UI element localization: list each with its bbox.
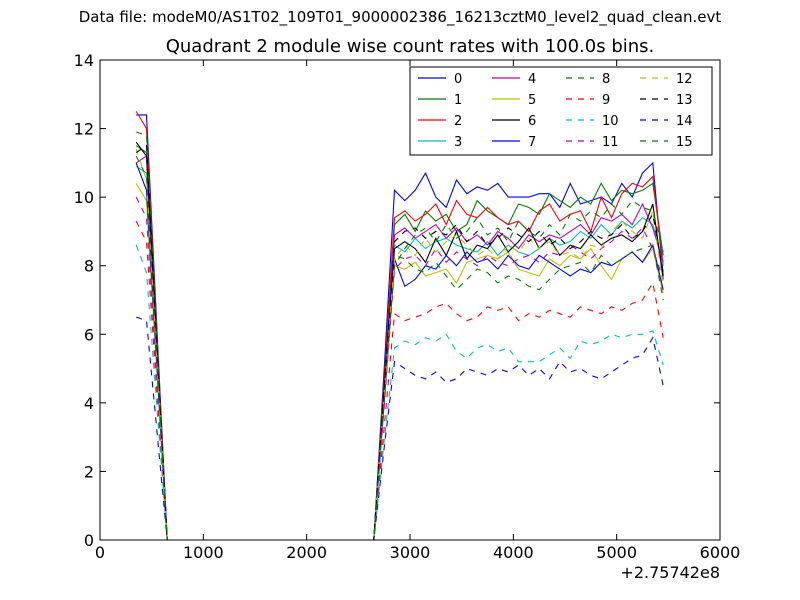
y-tick-label: 6 <box>84 325 94 344</box>
legend-label-11: 11 <box>602 135 619 150</box>
legend-label-5: 5 <box>528 93 536 108</box>
legend-label-2: 2 <box>454 114 462 129</box>
y-tick-label: 12 <box>74 120 94 139</box>
legend-label-12: 12 <box>676 72 693 87</box>
chart-title: Quadrant 2 module wise count rates with … <box>165 36 655 57</box>
series-line-8 <box>136 131 664 541</box>
series-line-11 <box>135 196 664 541</box>
series-layer <box>135 111 664 541</box>
y-tick-label: 10 <box>74 188 94 207</box>
x-tick-label: 3000 <box>390 543 431 562</box>
legend-label-6: 6 <box>528 114 536 129</box>
legend-label-14: 14 <box>676 114 693 129</box>
legend-label-13: 13 <box>676 93 693 108</box>
series-line-5 <box>135 183 664 541</box>
legend-label-8: 8 <box>602 72 610 87</box>
x-tick-label: 4000 <box>493 543 534 562</box>
series-line-10 <box>135 244 664 541</box>
supertitle: Data file: modeM0/AS1T02_109T01_90000023… <box>78 8 722 26</box>
y-tick-label: 0 <box>84 531 94 550</box>
x-tick-label: 2000 <box>286 543 327 562</box>
x-tick-label: 6000 <box>700 543 741 562</box>
legend-label-0: 0 <box>454 72 462 87</box>
x-tick-label: 5000 <box>596 543 637 562</box>
y-tick-label: 4 <box>84 394 94 413</box>
legend-label-3: 3 <box>454 135 462 150</box>
series-line-6 <box>135 141 664 541</box>
y-tick-label: 2 <box>84 462 94 481</box>
series-line-13 <box>135 144 664 541</box>
series-line-14 <box>136 316 664 541</box>
x-tick-label: 0 <box>95 543 105 562</box>
series-line-0 <box>136 114 664 541</box>
series-line-7 <box>135 162 664 541</box>
x-offset-label: +2.75742e8 <box>620 563 720 582</box>
legend-label-10: 10 <box>602 114 619 129</box>
y-tick-label: 14 <box>74 51 94 70</box>
series-line-4 <box>135 155 664 541</box>
series-line-3 <box>135 165 664 541</box>
series-line-9 <box>135 220 664 541</box>
series-line-2 <box>135 111 664 541</box>
legend-label-7: 7 <box>528 135 536 150</box>
y-tick-label: 8 <box>84 257 94 276</box>
legend-label-15: 15 <box>676 135 693 150</box>
legend-label-1: 1 <box>454 93 462 108</box>
x-tick-label: 1000 <box>183 543 224 562</box>
legend-label-9: 9 <box>602 93 610 108</box>
series-line-12 <box>135 148 664 541</box>
legend-label-4: 4 <box>528 72 536 87</box>
legend-frame <box>409 66 713 156</box>
